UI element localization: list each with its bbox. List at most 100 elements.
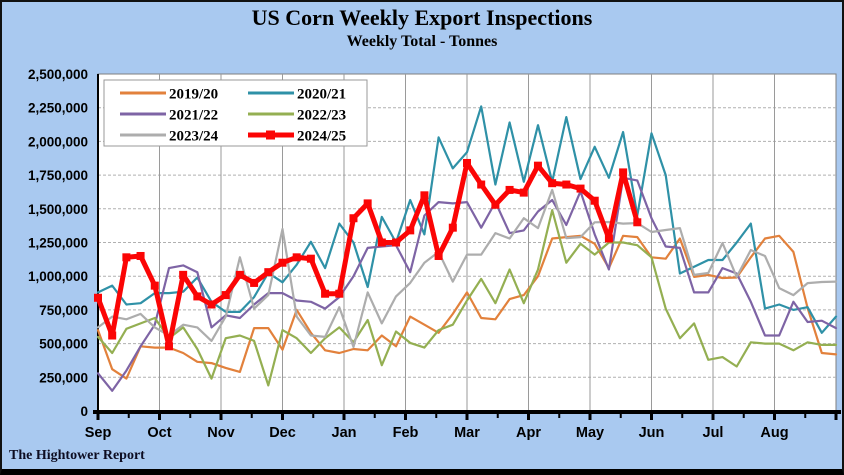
series-marker-2024-25 [193,292,202,301]
series-line-2019-20 [96,234,838,380]
tick-major [527,414,530,420]
series-marker-2024-25 [448,223,457,232]
series-marker-2024-25 [235,270,244,279]
x-month-label: May [576,425,604,441]
x-month-label: Apr [516,425,541,441]
tick-major [650,414,653,420]
tick-minor [127,414,130,418]
y-tick-label: 1,000,000 [28,269,88,284]
y-tick-label: 750,000 [39,303,88,318]
series-marker-2024-25 [349,214,358,223]
series-marker-2024-25 [406,226,415,235]
series-line-2021-22 [96,176,838,392]
series-marker-2024-25 [633,218,642,227]
footer-credit: The Hightower Report [9,448,145,463]
y-tick-label: 0 [80,404,88,419]
tick-major [219,414,223,420]
y-tick-label: 250,000 [39,370,88,385]
y-tick-label: 1,500,000 [28,202,88,217]
tick-minor [681,414,684,418]
series-marker-2024-25 [477,180,486,189]
x-month-label: Sep [85,425,112,441]
tick-minor [250,414,253,418]
series-marker-2024-25 [562,180,571,189]
axis-x [93,410,841,414]
x-month-label: Feb [393,425,419,441]
tick-major [834,414,838,420]
series-marker-2024-25 [321,289,330,298]
series-marker-2024-25 [548,179,557,188]
x-month-label: Dec [269,425,296,441]
series-marker-2024-25 [108,331,117,340]
tick-major [465,414,469,420]
series-marker-2024-25 [392,238,401,247]
series-marker-2024-25 [533,161,542,170]
tick-minor [312,414,315,418]
tick-major [588,414,592,420]
series-marker-2024-25 [505,185,514,194]
series-marker-2024-25 [619,168,628,177]
y-tick-label: 1,250,000 [28,236,88,251]
series-marker-2024-25 [264,268,273,277]
tick-major [342,414,346,420]
series-marker-2024-25 [576,184,585,193]
series-line-2022-23 [96,209,838,387]
series-marker-2024-25 [377,238,386,247]
x-month-label: Nov [207,425,234,441]
tick-major [96,414,100,420]
series-line-2020-21 [96,105,838,334]
series-marker-2024-25 [94,293,102,302]
legend-label-2024-25: 2024/25 [297,129,346,145]
tick-major [404,414,407,420]
tick-minor [496,414,499,418]
tick-major [158,414,161,420]
series-marker-2024-25 [164,342,173,351]
x-month-label: Mar [454,425,480,441]
tick-major [711,414,715,420]
series-marker-2024-25 [179,270,188,279]
y-tick-label: 2,000,000 [28,134,88,149]
tick-minor [189,414,192,418]
series-marker-2024-25 [278,258,287,267]
tick-minor [742,414,745,418]
series-marker-2024-25 [604,234,613,243]
series-marker-2024-25 [250,278,259,287]
series-marker-2024-25 [590,196,599,205]
legend-label-2019-20: 2019/20 [169,87,218,103]
x-month-label: Jan [332,425,357,441]
chart-title: US Corn Weekly Export Inspections [251,5,593,30]
chart-subtitle: Weekly Total - Tonnes [346,33,498,50]
series-marker-2024-25 [136,251,145,260]
tick-major [281,414,284,420]
x-month-label: Aug [760,425,788,441]
series-marker-2024-25 [221,291,230,300]
tick-minor [435,414,438,418]
series-marker-2024-25 [292,253,301,262]
legend-label-2022-23: 2022/23 [297,108,346,124]
legend-label-2020-21: 2020/21 [297,87,346,103]
x-month-label: Oct [147,425,171,441]
tick-minor [804,414,807,418]
legend-label-2023-24: 2023/24 [169,129,219,145]
x-month-label: Jun [639,425,665,441]
series-marker-2024-25 [519,188,528,197]
x-month-label: Jul [703,425,724,441]
y-tick-label: 2,500,000 [28,67,88,82]
y-tick-label: 500,000 [39,337,88,352]
series-marker-2024-25 [306,254,315,263]
legend-label-2021-22: 2021/22 [169,108,218,124]
legend-swatch-marker-2024-25 [266,130,275,140]
series-marker-2024-25 [434,251,443,260]
y-tick-label: 1,750,000 [28,168,88,183]
series-line-2023-24 [96,188,838,349]
tick-major [773,414,776,420]
series-marker-2024-25 [150,281,159,290]
tick-minor [619,414,622,418]
tick-minor [558,414,561,418]
y-tick-label: 2,250,000 [28,101,88,116]
series-marker-2024-25 [420,191,429,200]
series-marker-2024-25 [363,199,372,208]
series-marker-2024-25 [335,289,344,298]
